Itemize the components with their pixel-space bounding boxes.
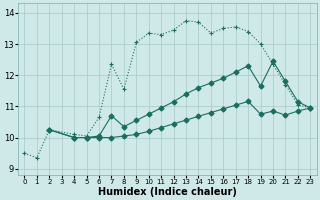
X-axis label: Humidex (Indice chaleur): Humidex (Indice chaleur) — [98, 187, 237, 197]
